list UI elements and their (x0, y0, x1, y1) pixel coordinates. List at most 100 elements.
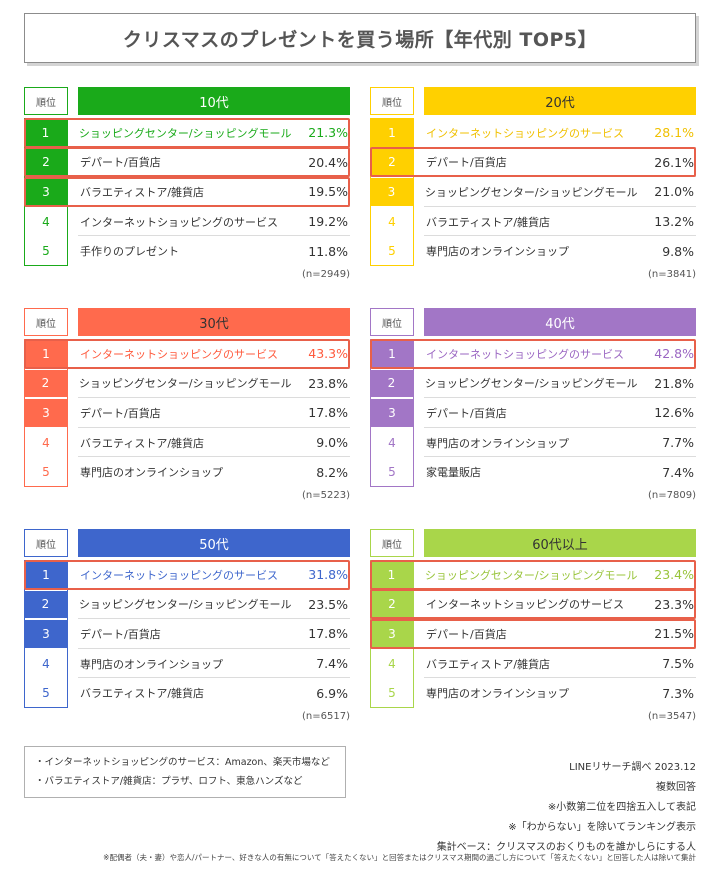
percent-value: 9.8% (662, 243, 694, 259)
table-row: 2 ショッピングセンター/ショッピングモール 23.5% (24, 590, 350, 620)
rank-column (370, 118, 414, 266)
row-divider (424, 677, 696, 679)
percent-value: 17.8% (308, 626, 348, 642)
table-row: 2 ショッピングセンター/ショッピングモール 23.8% (24, 369, 350, 399)
rank-number: 1 (42, 567, 50, 582)
row-divider (78, 397, 350, 399)
place-label: インターネットショッピングのサービス (80, 215, 278, 229)
percent-value: 28.1% (654, 125, 694, 141)
rank-header: 順位 (24, 87, 68, 115)
percent-value: 23.3% (654, 596, 694, 612)
place-label: 専門店のオンラインショップ (426, 687, 569, 701)
table-row: 5 専門店のオンラインショップ 7.3% (370, 678, 696, 708)
footnote-definitions: ・インターネットショッピングのサービス：Amazon、楽天市場など ・バラエティ… (24, 746, 346, 798)
table-header: 順位 40代 (370, 308, 696, 336)
rank-fill (371, 561, 413, 589)
percent-value: 12.6% (654, 405, 694, 421)
table-row: 3 デパート/百貨店 17.8% (24, 398, 350, 428)
table-row: 5 バラエティストア/雑貨店 6.9% (24, 678, 350, 708)
place-label: ショッピングセンター/ショッピングモール (78, 377, 292, 391)
table-row: 2 インターネットショッピングのサービス 23.3% (370, 590, 696, 620)
percent-value: 23.4% (654, 567, 694, 583)
table-row: 1 ショッピングセンター/ショッピングモール 21.3% (24, 118, 350, 148)
place-label: バラエティストア/雑貨店 (80, 436, 205, 450)
rank-fill (25, 561, 67, 589)
rank-number: 5 (42, 686, 50, 701)
percent-value: 19.2% (308, 214, 348, 230)
rank-number: 2 (387, 376, 396, 391)
table-row: 4 バラエティストア/雑貨店 7.5% (370, 649, 696, 679)
rank-number: 3 (42, 405, 50, 420)
rank-number: 5 (388, 244, 396, 259)
place-label: インターネットショッピングのサービス (80, 568, 278, 582)
row-divider (424, 235, 696, 237)
place-label: バラエティストア/雑貨店 (80, 185, 205, 199)
rank-header: 順位 (370, 308, 414, 336)
percent-value: 23.5% (308, 596, 348, 612)
rank-header: 順位 (370, 87, 414, 115)
rank-number: 3 (388, 626, 396, 641)
rank-number: 1 (41, 125, 50, 140)
percent-value: 6.9% (316, 685, 348, 701)
age-header: 40代 (424, 308, 696, 336)
table-body: 1 インターネットショッピングのサービス 28.1% 2 デパート/百貨店 26.1% 3 シ… (370, 118, 696, 266)
table-header: 順位 20代 (370, 87, 696, 115)
place-label: 専門店のオンラインショップ (80, 657, 223, 671)
table-header: 順位 10代 (24, 87, 350, 115)
ranking-table-5: 順位 50代 1 インターネットショッピングのサービス 31.8% 2 ショッピングセンター… (24, 529, 350, 722)
rank-number: 1 (388, 125, 396, 140)
rank-fill (371, 119, 413, 147)
table-row: 2 デパート/百貨店 20.4% (24, 148, 350, 178)
table-row: 3 デパート/百貨店 12.6% (370, 398, 696, 428)
footnote-source: LINEリサーチ調べ 2023.12 複数回答 ※小数第二位を四捨五入して表記 … (437, 758, 696, 858)
rank-number: 2 (41, 376, 50, 391)
sample-size: (n=3841) (648, 269, 696, 280)
table-row: 1 インターネットショッピングのサービス 42.8% (370, 339, 696, 369)
place-label: インターネットショッピングのサービス (80, 347, 278, 361)
rank-number: 3 (387, 184, 396, 199)
row-divider (424, 397, 696, 399)
rank-number: 4 (388, 435, 396, 450)
rank-number: 4 (42, 656, 50, 671)
place-label: ショッピングセンター/ショッピングモール (78, 126, 292, 140)
rank-number: 4 (388, 214, 396, 229)
percent-value: 43.3% (308, 346, 348, 362)
place-label: ショッピングセンター/ショッピングモール (424, 568, 638, 582)
place-label: 専門店のオンラインショップ (80, 466, 223, 480)
place-label: インターネットショッピングのサービス (426, 347, 624, 361)
table-row: 4 専門店のオンラインショップ 7.7% (370, 428, 696, 458)
rank-number: 5 (42, 465, 50, 480)
place-label: インターネットショッピングのサービス (426, 126, 624, 140)
rounding-note: ※小数第二位を四捨五入して表記 (547, 802, 696, 813)
percent-value: 7.3% (662, 685, 694, 701)
answer-type: 複数回答 (656, 782, 696, 793)
base-note: 集計ベース：クリスマスのおくりものを誰かしらにする人 (436, 842, 696, 853)
table-body: 1 インターネットショッピングのサービス 42.8% 2 ショッピングセンター/ショッピ… (370, 338, 696, 487)
place-label: バラエティストア/雑貨店 (80, 687, 205, 701)
rank-header: 順位 (24, 308, 68, 336)
place-label: デパート/百貨店 (426, 627, 507, 641)
footnote-exclusion: ※配偶者（夫・妻）や恋人/パートナー、好きな人の有無について「答えたくない」と回… (103, 853, 696, 862)
rank-fill (371, 148, 413, 177)
age-header: 50代 (78, 529, 350, 557)
table-row: 3 ショッピングセンター/ショッピングモール 21.0% (370, 177, 696, 207)
row-divider (78, 235, 350, 237)
percent-value: 9.0% (316, 435, 348, 451)
table-row: 4 バラエティストア/雑貨店 13.2% (370, 207, 696, 237)
page-title: クリスマスのプレゼントを買う場所【年代別 TOP5】 (24, 13, 696, 63)
age-header: 20代 (424, 87, 696, 115)
row-divider (424, 456, 696, 458)
rank-fill (25, 119, 67, 147)
row-divider (424, 205, 696, 207)
percent-value: 21.8% (654, 375, 694, 391)
rank-fill (371, 620, 413, 648)
sample-size: (n=6517) (302, 711, 350, 722)
place-label: インターネットショッピングのサービス (426, 598, 624, 612)
rank-number: 5 (42, 244, 50, 259)
rank-header: 順位 (24, 529, 68, 557)
table-row: 1 インターネットショッピングのサービス 31.8% (24, 560, 350, 590)
age-header: 60代以上 (424, 529, 696, 557)
percent-value: 26.1% (654, 154, 694, 170)
row-divider (78, 456, 350, 458)
rank-number: 3 (42, 184, 50, 199)
